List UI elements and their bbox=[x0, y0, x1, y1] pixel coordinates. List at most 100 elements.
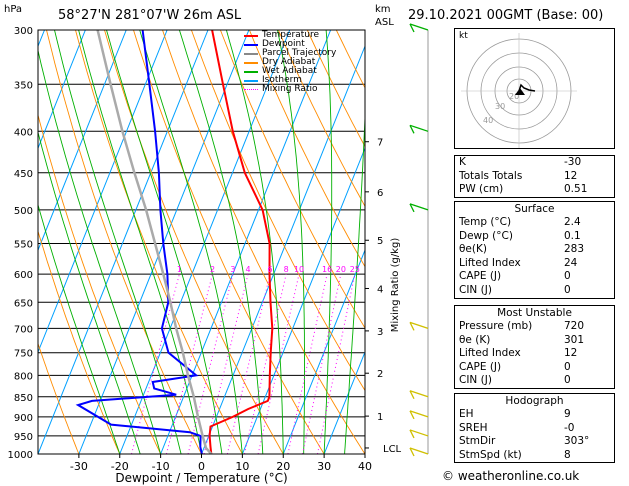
legend-label: Temperature bbox=[262, 30, 320, 40]
table-row: StmDir 303° bbox=[455, 435, 614, 449]
wind-barb bbox=[409, 203, 429, 211]
row-value: 0 bbox=[564, 360, 571, 373]
km-tick-label: 4 bbox=[377, 284, 383, 295]
wind-barb-flag bbox=[409, 203, 415, 213]
row-label: CIN (J) bbox=[459, 374, 492, 387]
mixing-ratio-value-label: 4 bbox=[245, 265, 250, 274]
row-label: Lifted Index bbox=[459, 256, 521, 269]
x-tick-label: 0 bbox=[198, 460, 205, 473]
row-label: PW (cm) bbox=[459, 183, 504, 196]
hodograph-ring-label: 30 bbox=[495, 102, 505, 111]
legend-swatch bbox=[244, 89, 258, 90]
legend-item: Parcel Trajectory bbox=[244, 49, 384, 58]
legend-item: Dewpoint bbox=[244, 40, 384, 49]
isotherm-line bbox=[323, 350, 365, 454]
dry-adiabat bbox=[277, 30, 365, 208]
row-value: 283 bbox=[564, 243, 585, 256]
km-unit-label: km bbox=[375, 4, 391, 15]
legend-item: Isotherm bbox=[244, 76, 384, 85]
table-row: EH 9 bbox=[455, 408, 614, 422]
pressure-tick-label: 850 bbox=[14, 393, 33, 404]
legend-item: Temperature bbox=[244, 31, 384, 40]
legend-item: Mixing Ratio bbox=[244, 85, 384, 94]
hodograph-unit: kt bbox=[459, 31, 468, 41]
row-label: StmDir bbox=[459, 435, 496, 448]
row-label: θe (K) bbox=[459, 333, 491, 346]
pressure-tick-label: 900 bbox=[14, 413, 33, 424]
row-value: 0 bbox=[564, 283, 571, 296]
indices-table: K -30 Totals Totals 12 PW (cm) 0.51 bbox=[454, 155, 615, 198]
mixing-ratio-value-label: 6 bbox=[267, 265, 272, 274]
table-row: CAPE (J) 0 bbox=[455, 270, 614, 284]
mixing-ratio-line bbox=[287, 273, 328, 454]
table-row: θe (K) 301 bbox=[455, 334, 614, 348]
row-value: 12 bbox=[564, 347, 578, 360]
chart-legend: Temperature Dewpoint Parcel Trajectory Dry … bbox=[244, 31, 384, 94]
legend-label: Wet Adiabat bbox=[262, 66, 317, 76]
isotherm-line bbox=[282, 248, 365, 454]
isotherm-line bbox=[241, 146, 365, 454]
pressure-tick-label: 600 bbox=[14, 270, 33, 281]
dry-adiabat bbox=[38, 229, 121, 454]
hodograph-stats-table: Hodograph EH 9 SREH -0 StmDir 303° StmSpd (kt) 8 bbox=[454, 393, 615, 464]
wet-adiabat bbox=[38, 203, 121, 454]
row-value: 0 bbox=[564, 374, 571, 387]
table-row: SREH -0 bbox=[455, 422, 614, 436]
wind-barb bbox=[409, 23, 429, 31]
legend-swatch bbox=[244, 52, 258, 55]
legend-item: Wet Adiabat bbox=[244, 67, 384, 76]
chart-grid bbox=[38, 30, 365, 454]
mixing-ratio-value-label: 1 bbox=[177, 265, 182, 274]
pressure-tick-label: 300 bbox=[14, 26, 33, 37]
x-tick-label: -30 bbox=[70, 460, 88, 473]
pressure-tick-label: 350 bbox=[14, 80, 33, 91]
wind-barb-flag bbox=[409, 390, 415, 400]
row-label: Temp (°C) bbox=[459, 216, 512, 228]
row-value: 303° bbox=[564, 435, 590, 448]
x-tick-label: 30 bbox=[317, 460, 331, 473]
table-row: Dewp (°C) 0.1 bbox=[455, 230, 614, 244]
mixing-ratio-value-label: 20 bbox=[336, 265, 346, 274]
km-tick-label: 3 bbox=[377, 327, 383, 338]
mixing-ratio-line bbox=[203, 273, 249, 454]
km-tick-label: 2 bbox=[377, 369, 383, 380]
hodograph-trace bbox=[518, 83, 536, 92]
mixing-ratio-line bbox=[165, 273, 213, 454]
row-label: CIN (J) bbox=[459, 283, 492, 296]
km-tick-label: 6 bbox=[377, 188, 383, 199]
row-label: EH bbox=[459, 408, 474, 420]
table-row: Temp (°C) 2.4 bbox=[455, 216, 614, 230]
chart-axes: 3003504004505005506006507007508008509009… bbox=[8, 26, 402, 485]
isotherm-line bbox=[119, 30, 291, 454]
isotherm-line bbox=[38, 30, 86, 150]
legend-swatch bbox=[244, 79, 258, 82]
wind-barb bbox=[409, 124, 429, 132]
wind-barb bbox=[409, 410, 429, 418]
row-label: Lifted Index bbox=[459, 347, 521, 360]
mixing-ratio-value-label: 25 bbox=[350, 265, 360, 274]
surface-table: Surface Temp (°C) 2.4 Dewp (°C) 0.1 θe(K) 283 L… bbox=[454, 201, 615, 299]
wind-barb bbox=[409, 429, 429, 437]
legend-item: Dry Adiabat bbox=[244, 58, 384, 67]
legend-label: Mixing Ratio bbox=[262, 84, 318, 94]
row-value: 0.1 bbox=[564, 229, 581, 242]
isotherm-line bbox=[201, 44, 365, 454]
wind-barb-flag bbox=[409, 322, 415, 331]
hpa-unit-label: hPa bbox=[4, 4, 23, 15]
table-row: Totals Totals 12 bbox=[455, 170, 614, 184]
table-row: θe(K) 283 bbox=[455, 243, 614, 257]
dry-adiabat bbox=[162, 30, 365, 454]
dewpoint-line bbox=[75, 30, 203, 454]
wind-barb-flag bbox=[409, 447, 415, 457]
mixing-ratio-line bbox=[257, 273, 300, 454]
isotherm-line bbox=[38, 30, 168, 354]
table-row: StmSpd (kt) 8 bbox=[455, 449, 614, 463]
pressure-tick-label: 700 bbox=[14, 324, 33, 335]
mixing-ratio-value-label: 10 bbox=[294, 265, 304, 274]
legend-label: Isotherm bbox=[262, 75, 302, 85]
pressure-tick-label: 950 bbox=[14, 432, 33, 443]
most-unstable-table: Most Unstable Pressure (mb) 720 θe (K) 301 Li… bbox=[454, 305, 615, 389]
dry-adiabat bbox=[248, 30, 365, 268]
mixing-ratio-value-label: 2 bbox=[210, 265, 215, 274]
